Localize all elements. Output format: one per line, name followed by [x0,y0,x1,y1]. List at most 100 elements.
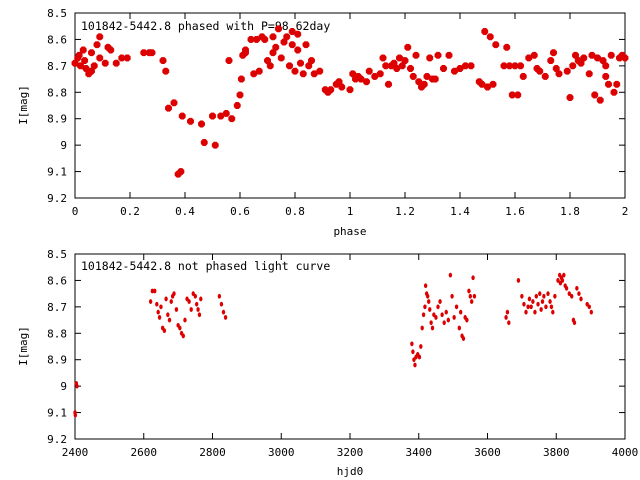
data-point [396,54,403,62]
data-point [233,102,241,109]
data-point [200,139,208,146]
data-point [526,304,530,310]
data-point [560,278,565,283]
data-point [157,315,162,320]
data-point [237,75,245,83]
data-point [471,275,475,281]
data-point [294,30,302,38]
data-point [579,296,583,302]
data-point [516,278,521,283]
data-point [187,299,191,304]
data-point [194,301,199,307]
data-point [531,299,535,304]
data-point [112,59,120,67]
data-point [524,309,528,315]
plot-frame [74,253,626,440]
data-point [504,315,508,320]
data-point [221,309,226,315]
data-point [363,78,370,86]
data-point [469,299,474,304]
data-point [569,62,577,70]
data-point [448,272,453,278]
data-point [159,57,167,65]
data-point [567,291,572,297]
x-tick-label: 1.8 [560,205,580,218]
y-axis-label: I[mag] [17,85,30,125]
data-point [520,293,524,299]
y-tick-label: 8.7 [47,60,67,73]
data-point [544,304,548,310]
data-point [327,86,335,94]
data-point [534,293,539,299]
data-point [346,86,354,94]
x-tick-label: 1.2 [395,205,415,218]
data-point [444,309,448,315]
data-point [563,67,571,75]
data-point [442,320,446,326]
data-point [73,412,78,418]
data-point [187,117,194,125]
data-point [465,317,469,323]
data-point [247,35,255,43]
data-point [575,285,579,291]
data-point [428,307,432,312]
data-point [75,383,79,389]
data-point [181,333,185,339]
data-point [426,54,434,62]
data-point [420,80,428,88]
data-point [419,344,423,349]
data-point [164,296,168,302]
data-point [555,70,563,78]
data-point [551,309,555,315]
data-point [423,304,427,310]
data-point [101,59,109,67]
data-point [511,62,519,70]
data-point [427,299,431,304]
data-point [417,354,422,360]
y-tick-label: 8.5 [47,7,67,20]
data-point [457,325,462,331]
x-tick-label: 4000 [612,446,639,459]
data-point [266,62,274,70]
data-point [540,299,545,304]
data-point [255,67,263,75]
data-point [530,51,538,59]
data-point [385,80,392,88]
data-point [272,43,280,51]
data-point [167,317,172,323]
plot-frame [74,12,626,199]
x-tick-label: 2600 [131,446,158,459]
data-point [294,46,302,54]
x-tick-label: 0.4 [175,205,195,218]
data-point [458,309,463,315]
data-points [73,272,594,418]
data-point [503,43,511,51]
data-point [223,315,228,320]
data-point [412,51,420,59]
data-point [302,41,310,49]
data-point [148,299,153,304]
data-point [288,41,296,49]
data-point [118,54,126,62]
data-point [425,293,430,299]
data-point [155,301,159,307]
phased-light-curve-panel: 101842-5442.8 phased with P=98.62day I[m… [17,7,629,238]
data-point [409,72,417,80]
data-point [472,293,477,299]
data-point [156,309,160,315]
data-point [541,72,549,80]
x-axis-label: phase [333,225,366,238]
data-point [468,293,473,299]
data-point [566,94,574,102]
data-point [236,91,244,99]
data-point [365,67,373,75]
data-point [547,57,555,65]
y-tick-label: 9.2 [47,192,67,205]
data-point [401,57,409,65]
data-point [193,293,198,299]
data-point [529,304,533,310]
x-tick-label: 0.2 [120,205,140,218]
data-point [431,75,439,83]
x-tick-label: 2 [622,205,629,218]
